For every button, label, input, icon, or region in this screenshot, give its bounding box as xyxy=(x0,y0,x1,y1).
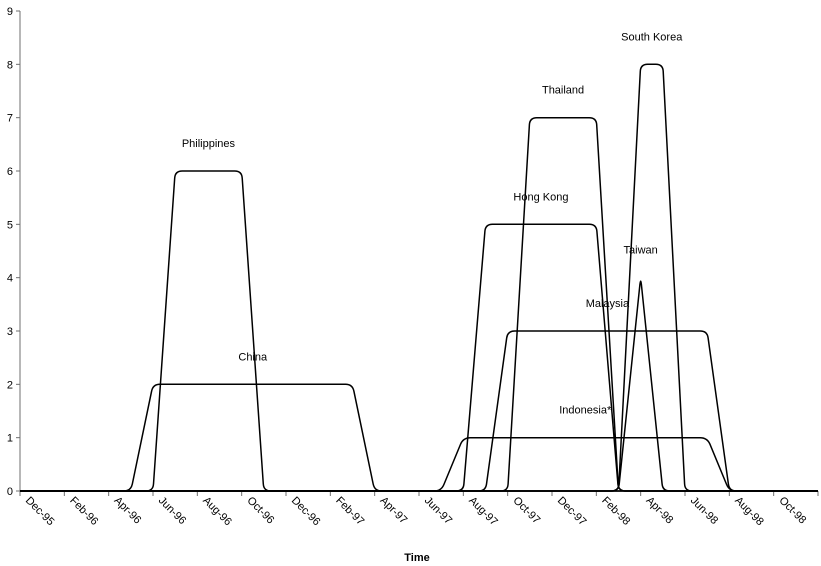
x-tick-label: Dec-96 xyxy=(289,495,323,529)
series-labels: Philippines China Thailand South Korea Hong … xyxy=(182,31,683,416)
series-label-south-korea: South Korea xyxy=(621,31,683,43)
y-tick-label: 4 xyxy=(7,273,13,285)
x-axis: Dec-95 Feb-96 Apr-96 Jun-96 Aug-96 Oct-96 Dec-… xyxy=(19,490,821,529)
y-tick-label: 7 xyxy=(7,113,13,125)
y-tick-label: 3 xyxy=(7,326,13,338)
x-tick-label: Oct-96 xyxy=(245,495,277,527)
x-tick-label: Oct-98 xyxy=(777,495,809,527)
y-tick-label: 0 xyxy=(7,486,13,498)
y-tick-label: 6 xyxy=(7,166,13,178)
y-tick-label: 5 xyxy=(7,219,13,231)
x-tick-label: Jun-96 xyxy=(156,495,188,527)
series-lines xyxy=(20,63,818,492)
series-label-taiwan: Taiwan xyxy=(624,245,658,257)
x-tick-label: Apr-96 xyxy=(112,495,144,527)
x-tick-label: Oct-97 xyxy=(511,495,543,527)
x-tick-label: Apr-97 xyxy=(378,495,410,527)
x-tick-label: Jun-98 xyxy=(688,495,720,527)
series-line-south-korea xyxy=(20,63,818,492)
series-label-malaysia: Malaysia xyxy=(586,298,630,310)
y-tick-label: 1 xyxy=(7,433,13,445)
series-line-china xyxy=(20,383,818,492)
series-line-thailand xyxy=(20,116,818,492)
x-tick-label: Aug-97 xyxy=(466,495,500,529)
y-axis: 0 1 2 3 4 5 6 7 8 9 xyxy=(7,6,21,498)
series-label-hong-kong: Hong Kong xyxy=(513,191,568,203)
x-tick-label: Feb-97 xyxy=(333,495,366,528)
y-tick-label: 9 xyxy=(7,6,13,18)
x-tick-label: Feb-96 xyxy=(67,495,100,528)
y-tick-label: 2 xyxy=(7,379,13,391)
series-label-philippines: Philippines xyxy=(182,138,236,150)
series-label-china: China xyxy=(238,351,268,363)
x-tick-label: Dec-97 xyxy=(555,495,589,529)
x-tick-label: Dec-95 xyxy=(23,495,57,529)
series-label-indonesia: Indonesia* xyxy=(559,405,612,417)
series-line-taiwan xyxy=(20,280,818,492)
x-tick-label: Jun-97 xyxy=(422,495,454,527)
series-line-philippines xyxy=(20,170,818,492)
x-tick-label: Aug-96 xyxy=(200,495,234,529)
x-tick-label: Aug-98 xyxy=(732,495,766,529)
x-tick-label: Apr-98 xyxy=(644,495,676,527)
x-tick-label: Feb-98 xyxy=(599,495,632,528)
y-tick-label: 8 xyxy=(7,59,13,71)
x-axis-title: Time xyxy=(404,552,429,564)
series-label-thailand: Thailand xyxy=(542,85,584,97)
series-line-indonesia xyxy=(20,436,818,492)
series-line-malaysia xyxy=(20,330,818,492)
